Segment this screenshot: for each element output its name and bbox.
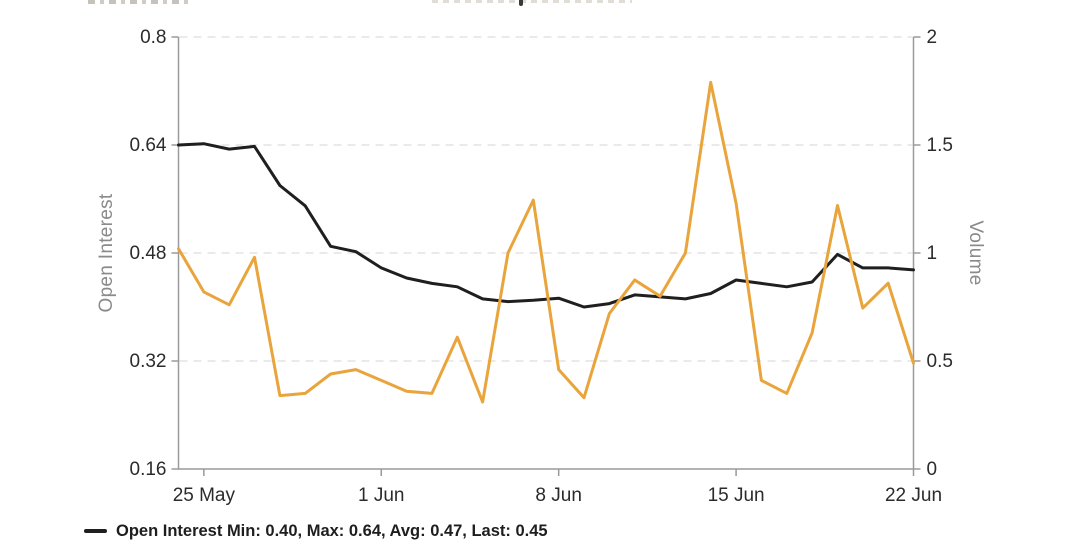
open-interest-legend-marker xyxy=(84,529,107,533)
legend-item-open-interest[interactable]: Open Interest Min: 0.40, Max: 0.64, Avg:… xyxy=(84,521,548,541)
x-tick-label: 15 Jun xyxy=(708,485,765,506)
right-axis-title: Volume xyxy=(965,220,986,286)
left-tick-label: 0.8 xyxy=(140,27,166,48)
left-tick-label: 0.32 xyxy=(130,351,167,372)
volume-line xyxy=(177,80,915,404)
right-tick-label: 2 xyxy=(927,27,938,48)
clipped-title-left-fragment xyxy=(88,0,188,4)
right-tick-label: 1 xyxy=(927,243,938,264)
open-interest-line xyxy=(177,142,915,309)
right-tick-label: 0.5 xyxy=(927,351,953,372)
x-tick-label: 25 May xyxy=(173,485,236,506)
open-interest-legend-label: Open Interest Min: 0.40, Max: 0.64, Avg:… xyxy=(116,521,548,540)
clipped-title-descender xyxy=(519,0,523,6)
right-tick-label: 0 xyxy=(927,459,938,480)
x-tick-label: 22 Jun xyxy=(885,485,942,506)
left-axis-title: Open Interest xyxy=(96,193,117,313)
x-tick-label: 1 Jun xyxy=(358,485,404,506)
clipped-title-center-fragment xyxy=(432,0,632,3)
x-tick-label: 8 Jun xyxy=(535,485,581,506)
left-tick-label: 0.48 xyxy=(130,243,167,264)
left-tick-label: 0.16 xyxy=(130,459,167,480)
right-tick-label: 1.5 xyxy=(927,135,953,156)
left-tick-label: 0.64 xyxy=(130,135,167,156)
